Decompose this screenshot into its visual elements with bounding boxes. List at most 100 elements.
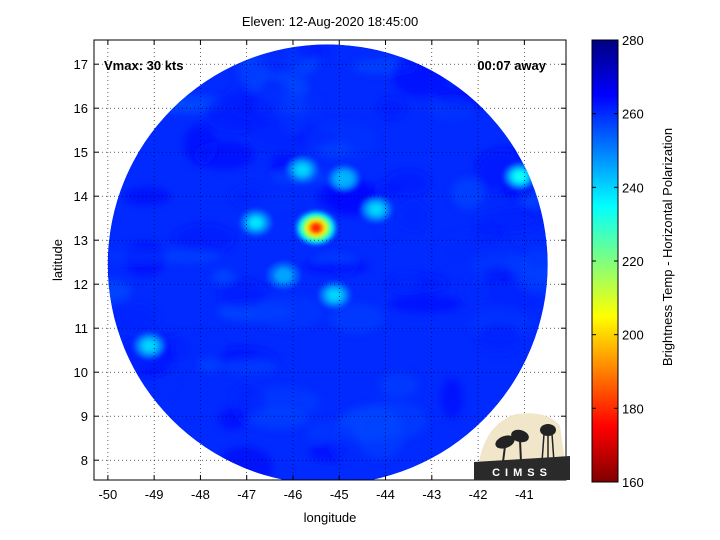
texture-blob — [254, 295, 324, 330]
x-tick-label: -45 — [330, 487, 349, 502]
feature-ring — [313, 225, 319, 231]
y-tick-label: 16 — [74, 101, 88, 116]
texture-blob — [231, 186, 266, 206]
texture-blob — [357, 401, 428, 440]
swath-clip-group — [107, 44, 548, 480]
texture-blob — [378, 96, 406, 120]
grid-lines — [94, 40, 566, 480]
texture-blob — [477, 324, 522, 355]
y-tick-label: 17 — [74, 57, 88, 72]
colorbar-ticks: 160 180 200 220 240 260 280 — [592, 33, 644, 490]
feature-6 — [318, 281, 351, 309]
colorbar-tick-label: 200 — [622, 328, 644, 343]
x-tick-label: -48 — [191, 487, 210, 502]
y-tick-label: 9 — [81, 409, 88, 424]
texture-blob — [259, 77, 286, 92]
y-tick-label: 12 — [74, 277, 88, 292]
y-tick-label: 10 — [74, 365, 88, 380]
colorbar-label: Brightness Temp - Horizontal Polarizatio… — [660, 128, 675, 366]
texture-blob — [386, 273, 449, 294]
x-axis-label: longitude — [304, 510, 357, 525]
texture-blob — [218, 278, 268, 309]
feature-5 — [503, 163, 536, 190]
texture-blob — [198, 358, 223, 373]
texture-blob — [301, 260, 371, 274]
feature-ring — [274, 267, 294, 284]
texture-blob — [440, 377, 463, 419]
texture-blob — [248, 408, 310, 430]
texture-blob — [221, 358, 277, 375]
colorbar-tick-label: 160 — [622, 475, 644, 490]
texture-blob — [451, 177, 484, 210]
texture-blob — [212, 269, 235, 285]
y-axis-label: latitude — [50, 239, 65, 281]
vmax-annotation: Vmax: 30 kts — [104, 58, 184, 73]
texture-blob — [329, 303, 386, 334]
colorbar-tick-label: 220 — [622, 254, 644, 269]
colorbar-tick-label: 280 — [622, 33, 644, 48]
swath-texture — [107, 44, 548, 480]
feature-ring — [514, 171, 526, 181]
texture-blob — [306, 122, 378, 160]
colorbar-tick-label: 180 — [622, 401, 644, 416]
y-tick-label: 15 — [74, 145, 88, 160]
texture-blob — [107, 303, 159, 333]
x-tick-label: -42 — [469, 487, 488, 502]
colorbar-tick-label: 240 — [622, 180, 644, 195]
x-tick-label: -50 — [98, 487, 117, 502]
feature-2 — [286, 156, 319, 184]
y-tick-label: 14 — [74, 189, 88, 204]
texture-blob — [399, 202, 428, 231]
x-tick-label: -44 — [376, 487, 395, 502]
texture-blob — [218, 408, 246, 431]
x-tick-label: -41 — [515, 487, 534, 502]
feature-8 — [267, 262, 300, 289]
x-tick-label: -46 — [284, 487, 303, 502]
x-axis-ticks: -50 -49 -48 -47 -46 -45 -44 -43 -42 -41 — [98, 40, 534, 502]
away-annotation: 00:07 away — [477, 58, 546, 73]
feature-ring — [295, 164, 310, 176]
plot-area — [94, 40, 566, 480]
texture-blob — [428, 98, 475, 121]
texture-blob — [149, 249, 221, 264]
x-tick-label: -43 — [422, 487, 441, 502]
texture-blob — [172, 223, 236, 254]
texture-blob — [107, 249, 168, 263]
texture-blob — [391, 54, 450, 97]
feature-ring — [249, 216, 263, 229]
feature-ring — [336, 172, 351, 185]
swath-image — [107, 44, 548, 480]
feature-7 — [133, 332, 166, 360]
colorbar — [592, 40, 618, 482]
texture-blob — [248, 115, 323, 153]
texture-blob — [436, 232, 510, 276]
x-tick-label: -49 — [145, 487, 164, 502]
y-tick-label: 11 — [75, 321, 89, 336]
texture-blob — [331, 423, 356, 461]
y-tick-label: 13 — [74, 233, 88, 248]
feature-ring — [369, 203, 384, 216]
texture-blob — [217, 446, 273, 480]
cimss-logo-text: CIMSS — [492, 467, 552, 479]
feature-3 — [360, 196, 393, 223]
chart-title: Eleven: 12-Aug-2020 18:45:00 — [242, 14, 418, 29]
texture-blob — [254, 44, 308, 74]
texture-blob — [461, 281, 490, 304]
texture-blob — [475, 211, 541, 230]
texture-blob — [388, 295, 463, 313]
texture-blob — [254, 93, 324, 124]
feature-0 — [295, 210, 337, 245]
colorbar-tick-label: 260 — [622, 107, 644, 122]
feature-ring — [142, 340, 157, 352]
y-tick-label: 8 — [81, 453, 88, 468]
y-axis-ticks: 8 9 10 11 12 13 14 15 16 17 — [74, 57, 566, 468]
texture-blob — [193, 140, 255, 170]
feature-1 — [239, 209, 273, 236]
texture-blob — [518, 267, 548, 294]
texture-blob — [373, 181, 403, 198]
texture-blob — [378, 372, 419, 399]
x-tick-label: -47 — [237, 487, 256, 502]
feature-4 — [327, 165, 360, 192]
cimss-logo: CIMSS — [474, 413, 570, 480]
